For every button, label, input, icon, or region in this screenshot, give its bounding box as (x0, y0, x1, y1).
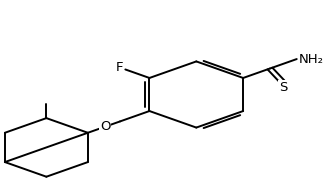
Text: NH₂: NH₂ (299, 53, 324, 66)
Text: F: F (116, 61, 123, 74)
Text: O: O (100, 120, 111, 133)
Text: S: S (279, 81, 287, 94)
